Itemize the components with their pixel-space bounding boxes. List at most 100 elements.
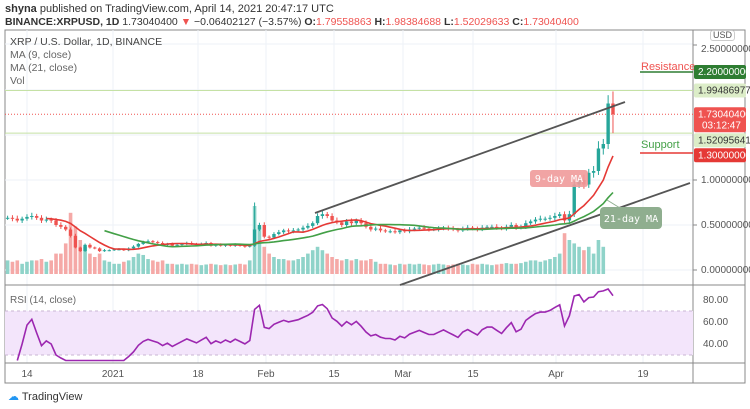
rsi-band bbox=[5, 311, 693, 355]
volume-bar bbox=[165, 263, 170, 274]
price-label: 2.20000000 bbox=[698, 67, 750, 78]
volume-bar bbox=[538, 261, 543, 274]
candle bbox=[141, 242, 145, 244]
tradingview-cloud-icon: ☁ bbox=[8, 391, 19, 403]
volume-bar bbox=[126, 260, 131, 274]
candle bbox=[49, 219, 53, 221]
time-tick-label: 14 bbox=[21, 369, 33, 380]
volume-bar bbox=[131, 257, 136, 274]
volume-bar bbox=[247, 260, 252, 274]
legend-title: XRP / U.S. Dollar, 1D, BINANCE bbox=[10, 36, 163, 48]
volume-bar bbox=[369, 259, 373, 274]
volume-bar bbox=[553, 257, 557, 274]
brand-name: TradingView bbox=[21, 391, 83, 403]
volume-bar bbox=[456, 263, 460, 274]
candle bbox=[146, 241, 150, 243]
volume-bar bbox=[78, 240, 83, 274]
rsi-tick-label: 80.00 bbox=[703, 295, 728, 306]
candle bbox=[383, 230, 388, 232]
volume-bar bbox=[184, 264, 189, 274]
resistance-label: Resistance bbox=[641, 61, 695, 73]
price-label: 1.30000000 bbox=[698, 150, 750, 161]
volume-bar bbox=[257, 226, 262, 274]
candle bbox=[83, 244, 87, 252]
time-tick-label: 2021 bbox=[102, 369, 125, 380]
volume-bar bbox=[243, 264, 247, 274]
ma21-annotation-box bbox=[600, 207, 662, 229]
candle bbox=[257, 225, 262, 230]
volume-bar bbox=[402, 264, 407, 274]
volume-bar bbox=[315, 246, 320, 274]
volume-bar bbox=[422, 264, 426, 274]
candle bbox=[15, 218, 19, 221]
volume-bar bbox=[407, 263, 412, 274]
legend-vol[interactable]: Vol bbox=[10, 75, 25, 87]
candle bbox=[311, 223, 315, 226]
volume-bar bbox=[170, 263, 175, 274]
candle bbox=[156, 242, 160, 244]
close-value: 1.73040400 bbox=[523, 16, 579, 28]
candle bbox=[543, 218, 547, 220]
price-label-bg bbox=[694, 65, 746, 79]
high-value: 1.98384688 bbox=[385, 16, 442, 28]
candle bbox=[286, 230, 291, 232]
candle bbox=[252, 229, 257, 246]
candle bbox=[296, 229, 300, 231]
volume-bar bbox=[582, 250, 586, 274]
volume-bar bbox=[25, 261, 29, 274]
candle bbox=[223, 244, 228, 246]
volume-bar bbox=[509, 263, 514, 274]
volume-bar bbox=[20, 263, 24, 274]
volume-bar bbox=[586, 246, 591, 274]
volume-bar bbox=[601, 246, 606, 274]
candle bbox=[243, 245, 247, 247]
volume-bar bbox=[296, 259, 300, 274]
lower-trendline bbox=[399, 182, 691, 286]
candle bbox=[93, 247, 97, 249]
volume-bar bbox=[446, 265, 451, 274]
volume-bar bbox=[107, 261, 112, 274]
volume-bar bbox=[281, 259, 286, 274]
volume-bar bbox=[286, 260, 291, 274]
publish-info: shyna published on TradingView.com, Apri… bbox=[5, 3, 334, 15]
volume-bar bbox=[199, 265, 204, 274]
chart-frame bbox=[4, 29, 746, 384]
candle bbox=[485, 226, 489, 228]
legend-ma9[interactable]: MA (9, close) bbox=[10, 49, 72, 61]
volume-bar bbox=[393, 265, 397, 274]
volume-bar bbox=[73, 226, 78, 274]
volume-bar bbox=[310, 250, 315, 274]
candle bbox=[524, 223, 528, 227]
volume-bar bbox=[117, 263, 121, 274]
candle bbox=[388, 231, 392, 233]
candle bbox=[277, 232, 281, 234]
volume-bar bbox=[465, 265, 470, 274]
candle bbox=[562, 214, 567, 221]
legend-rsi[interactable]: RSI (14, close) bbox=[10, 295, 77, 306]
volume-bar bbox=[306, 253, 310, 274]
volume-bar bbox=[141, 254, 146, 274]
candle bbox=[131, 246, 136, 249]
volume-bar bbox=[112, 263, 116, 274]
tradingview-logo[interactable]: ☁ TradingView bbox=[8, 390, 82, 403]
volume-bar bbox=[122, 261, 126, 274]
legend-ma21[interactable]: MA (21, close) bbox=[10, 62, 78, 74]
candle bbox=[25, 216, 29, 219]
candle bbox=[495, 226, 499, 228]
currency-badge[interactable]: USD bbox=[710, 30, 736, 41]
candle bbox=[509, 225, 513, 227]
candle bbox=[73, 235, 78, 248]
volume-bar bbox=[330, 257, 334, 274]
volume-bar bbox=[543, 260, 547, 274]
volume-bar bbox=[431, 264, 436, 274]
price-label-bg bbox=[694, 133, 746, 148]
candle bbox=[78, 247, 82, 252]
volume-bar bbox=[180, 263, 184, 274]
symbol: BINANCE:XRPUSD, 1D bbox=[5, 16, 120, 28]
volume-bar bbox=[577, 246, 581, 274]
low-value: 1.52029633 bbox=[453, 16, 510, 28]
price-tick-label: 0.50000000 bbox=[701, 220, 750, 231]
candle bbox=[393, 231, 397, 233]
volume-bar bbox=[451, 264, 455, 274]
